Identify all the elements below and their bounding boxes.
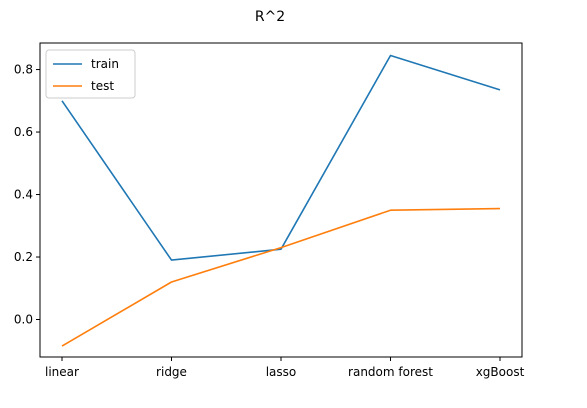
y-tick-label: 0.2 (14, 250, 33, 264)
legend-label-test: test (91, 79, 114, 93)
x-tick-label: linear (45, 365, 79, 379)
y-tick-label: 0.4 (14, 188, 33, 202)
y-tick-label: 0.0 (14, 313, 33, 327)
chart-title: R^2 (255, 9, 285, 25)
legend-label-train: train (91, 57, 119, 71)
series-line-test (61, 207, 501, 347)
legend: train test (45, 49, 136, 99)
y-tick-label: 0.6 (14, 125, 33, 139)
x-tick-label: xgBoost (476, 365, 525, 379)
y-tick-label: 0.8 (14, 63, 33, 77)
series-lines (61, 54, 501, 347)
x-tick-label: random forest (348, 365, 433, 379)
x-tick-label: ridge (156, 365, 187, 379)
series-line-train (61, 54, 501, 261)
x-tick-label: lasso (266, 365, 297, 379)
y-axis: 0.0 0.2 0.4 0.6 0.8 (14, 63, 40, 327)
x-axis: linear ridge lasso random forest xgBoost (45, 357, 525, 379)
